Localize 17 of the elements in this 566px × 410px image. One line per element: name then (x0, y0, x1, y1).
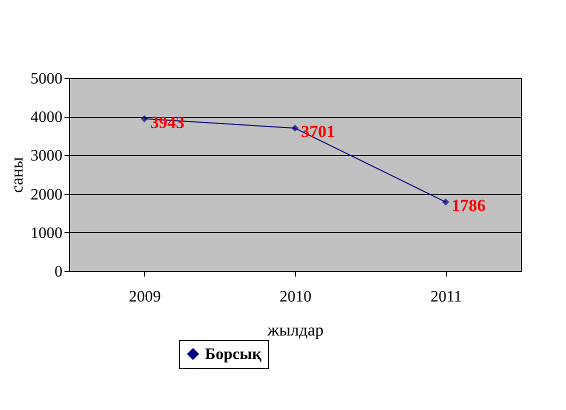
y-axis-title: саны (8, 156, 26, 193)
x-axis-title: жылдар (266, 320, 324, 340)
legend-label: Борсық (205, 346, 262, 363)
y-tick-label: 4000 (30, 109, 62, 126)
data-label: 1786 (452, 196, 486, 216)
point (140, 115, 148, 122)
y-tick-label: 3000 (30, 148, 62, 165)
point (442, 198, 450, 206)
point (291, 124, 299, 132)
y-tick-label: 0 (54, 264, 62, 280)
x-tick-label: 2011 (430, 288, 462, 306)
x-tick-label: 2010 (280, 288, 312, 306)
x-tick-label: 2009 (128, 288, 161, 306)
y-tick-label: 1000 (30, 224, 62, 242)
y-tick-label: 2000 (30, 186, 62, 204)
data-label: 3701 (301, 122, 335, 142)
y-tick-label: 5000 (30, 70, 62, 88)
